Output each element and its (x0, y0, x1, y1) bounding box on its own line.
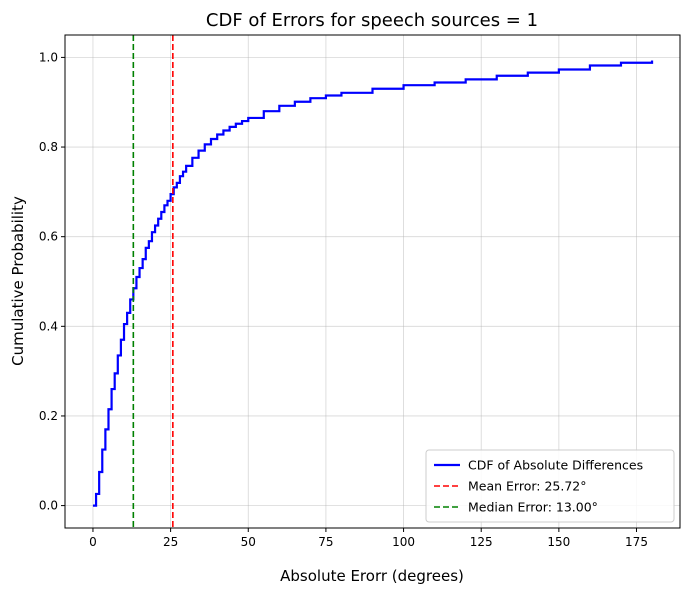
x-tick-label: 175 (625, 535, 648, 549)
x-tick-label: 125 (470, 535, 493, 549)
y-tick-label: 0.6 (39, 230, 58, 244)
axes-frame (64, 34, 681, 529)
ticks: 0 25 50 75 100 125 150 175 0.0 0.2 0.4 0.6 0.8 1.0 (39, 50, 648, 549)
legend-entry: Median Error: 13.00° (468, 500, 598, 515)
x-axis-label: Absolute Erorr (degrees) (280, 567, 464, 585)
y-axis-label: Cumulative Probability (9, 196, 27, 366)
x-tick-label: 150 (547, 535, 570, 549)
x-tick-label: 25 (163, 535, 178, 549)
y-tick-label: 0.4 (39, 319, 58, 333)
chart-title: CDF of Errors for speech sources = 1 (206, 10, 538, 31)
plot-area (92, 35, 654, 528)
legend: CDF of Absolute Differences Mean Error: 2… (425, 449, 675, 523)
x-tick-label: 50 (241, 535, 256, 549)
y-tick-label: 1.0 (39, 50, 58, 64)
legend-entry: Mean Error: 25.72° (468, 479, 587, 494)
x-tick-label: 100 (392, 535, 415, 549)
y-tick-label: 0.8 (39, 140, 58, 154)
x-tick-label: 0 (89, 535, 97, 549)
legend-entry: CDF of Absolute Differences (468, 458, 643, 473)
y-tick-label: 0.0 (39, 499, 58, 513)
y-tick-label: 0.2 (39, 409, 58, 423)
cdf-step-line (92, 60, 654, 507)
x-tick-label: 75 (318, 535, 333, 549)
legend-box (425, 449, 675, 523)
